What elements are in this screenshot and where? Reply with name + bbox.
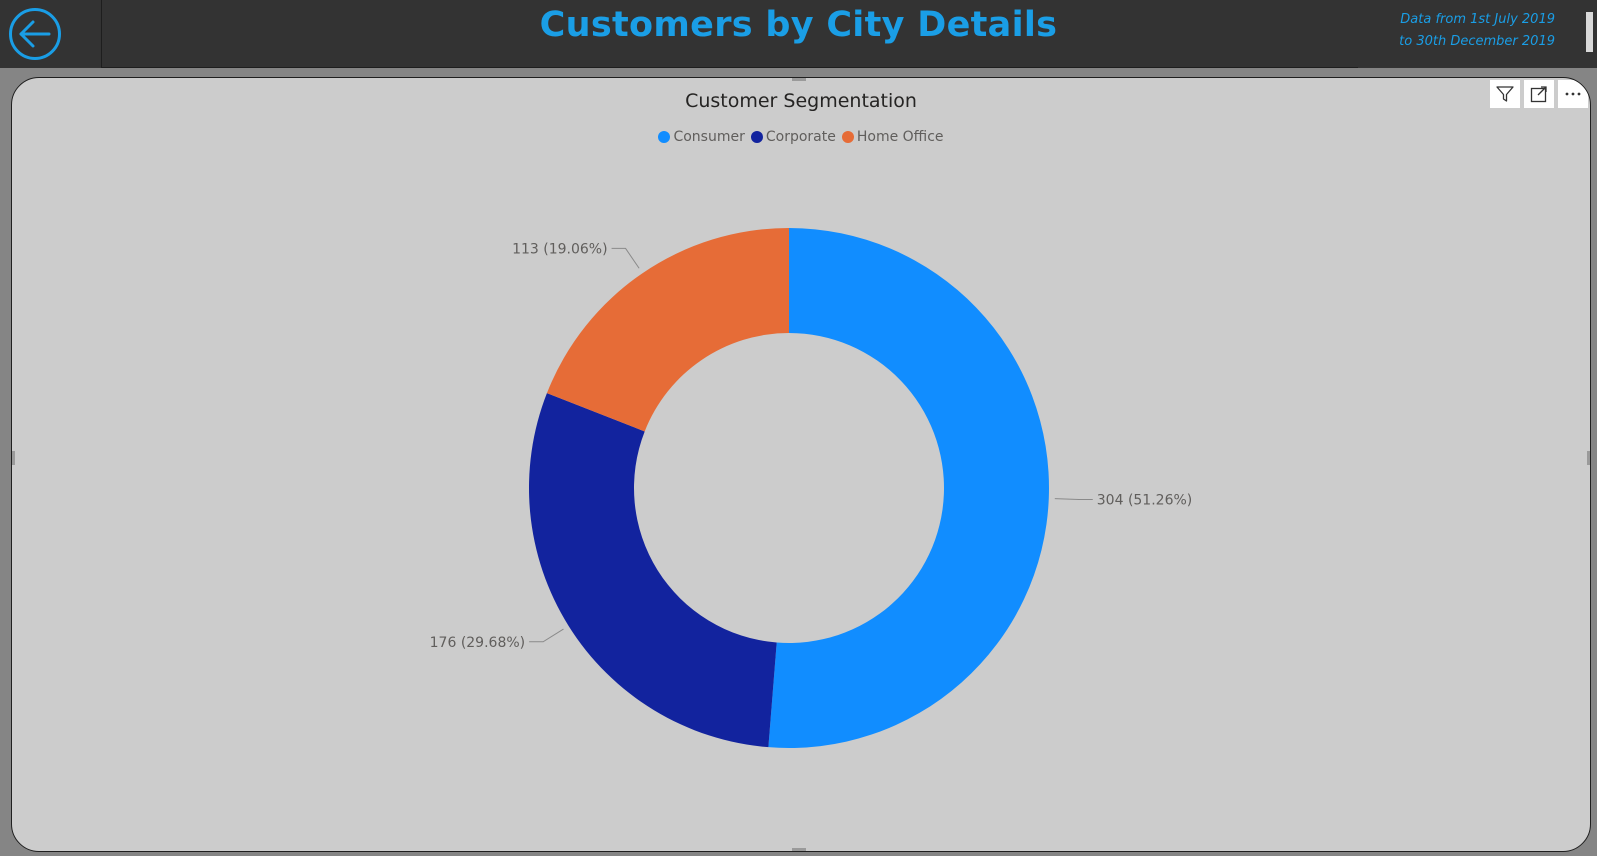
more-options-button[interactable]: [1558, 80, 1588, 108]
legend-item-corporate[interactable]: Corporate: [750, 129, 836, 145]
leader-line-home-office: [611, 247, 640, 269]
legend-label-home-office: Home Office: [856, 129, 944, 145]
chart-title: Customer Segmentation: [685, 90, 917, 112]
data-label-home-office: 113 (19.06%): [512, 241, 607, 257]
donut-slice-consumer[interactable]: [768, 228, 1049, 748]
filter-icon: [1496, 86, 1514, 102]
header-divider: [102, 67, 1358, 68]
back-button-area: [0, 0, 102, 68]
focus-mode-button[interactable]: [1524, 80, 1554, 108]
donut-slice-corporate[interactable]: [528, 393, 777, 748]
legend-dot-consumer: [658, 131, 671, 143]
report-header: Customers by City Details Data from 1st …: [0, 0, 1597, 68]
date-range-line-1: Data from 1st July 2019: [1400, 12, 1555, 27]
leader-line-consumer: [1054, 498, 1093, 501]
resize-handle-left[interactable]: [12, 451, 15, 465]
date-range-note: Data from 1st July 2019 to 30th December…: [1399, 9, 1555, 53]
resize-handle-right[interactable]: [1587, 451, 1590, 465]
legend-dot-home-office: [841, 131, 854, 143]
filter-button[interactable]: [1490, 80, 1520, 108]
chart-legend: Consumer Corporate Home Office: [12, 129, 1590, 145]
legend-dot-corporate: [750, 131, 763, 143]
legend-item-home-office[interactable]: Home Office: [841, 129, 944, 145]
more-options-icon: [1565, 92, 1581, 96]
legend-label-consumer: Consumer: [673, 129, 745, 145]
donut-chart-visual[interactable]: Customer Segmentation Consumer Corporate…: [11, 77, 1591, 852]
resize-handle-bottom[interactable]: [792, 848, 806, 851]
date-range-line-2: to 30th December 2019: [1399, 34, 1555, 49]
data-label-corporate: 176 (29.68%): [430, 635, 525, 651]
focus-mode-icon: [1530, 86, 1547, 103]
data-label-consumer: 304 (51.26%): [1097, 493, 1192, 509]
resize-handle-top[interactable]: [792, 78, 806, 81]
legend-label-corporate: Corporate: [765, 129, 836, 145]
donut-slice-home-office[interactable]: [546, 228, 789, 432]
page-title: Customers by City Details: [539, 5, 1058, 45]
page-scrollbar[interactable]: [1586, 12, 1593, 52]
visual-header: [1490, 80, 1588, 108]
leader-line-corporate: [529, 628, 564, 643]
legend-item-consumer[interactable]: Consumer: [658, 129, 745, 145]
back-arrow-icon[interactable]: [8, 7, 62, 61]
donut-chart: 304 (51.26%) 176 (29.68%) 113 (19.06%): [430, 228, 1192, 748]
